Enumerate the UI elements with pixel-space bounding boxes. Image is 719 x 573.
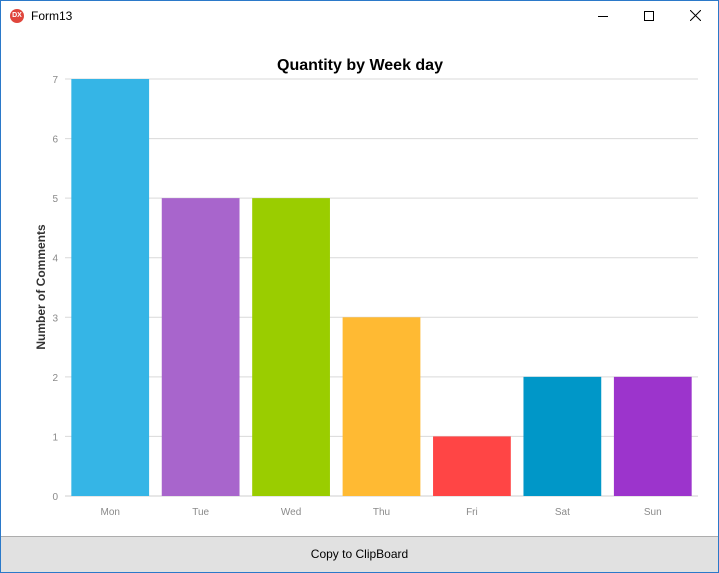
y-tick-label: 7 bbox=[52, 75, 58, 86]
quantity-bar-chart: Quantity by Week day Number of Comments … bbox=[34, 57, 698, 518]
x-tick-label: Sat bbox=[555, 507, 570, 518]
y-axis-label: Number of Comments bbox=[34, 224, 48, 350]
y-tick-label: 0 bbox=[52, 492, 58, 503]
title-bar[interactable]: DX Form13 bbox=[1, 1, 718, 31]
y-tick-label: 6 bbox=[52, 135, 58, 146]
close-button[interactable] bbox=[672, 1, 718, 31]
bar-sat bbox=[523, 376, 602, 496]
devexpress-app-icon: DX bbox=[10, 9, 24, 23]
bar-tue bbox=[161, 198, 240, 496]
chart-title: Quantity by Week day bbox=[277, 57, 443, 74]
x-tick-label: Tue bbox=[192, 507, 209, 518]
maximize-button[interactable] bbox=[626, 1, 672, 31]
chart-area: Quantity by Week day Number of Comments … bbox=[1, 31, 718, 535]
copy-to-clipboard-button[interactable]: Copy to ClipBoard bbox=[1, 536, 718, 572]
window-title: Form13 bbox=[31, 9, 73, 23]
bar-wed bbox=[252, 198, 330, 496]
y-tick-label: 1 bbox=[52, 432, 58, 443]
y-tick-label: 5 bbox=[52, 194, 58, 205]
bar-fri bbox=[433, 436, 511, 496]
x-tick-label: Thu bbox=[373, 507, 390, 518]
bar-mon bbox=[71, 79, 150, 496]
y-tick-label: 3 bbox=[52, 313, 58, 324]
minimize-button[interactable] bbox=[580, 1, 626, 31]
bar-thu bbox=[342, 317, 421, 496]
x-tick-label: Mon bbox=[100, 507, 119, 518]
x-tick-label: Sun bbox=[644, 507, 662, 518]
x-tick-label: Wed bbox=[281, 507, 301, 518]
y-tick-label: 2 bbox=[52, 373, 58, 384]
y-tick-label: 4 bbox=[52, 254, 58, 265]
x-tick-label: Fri bbox=[466, 507, 478, 518]
bar-sun bbox=[613, 376, 692, 496]
close-icon bbox=[690, 10, 701, 21]
